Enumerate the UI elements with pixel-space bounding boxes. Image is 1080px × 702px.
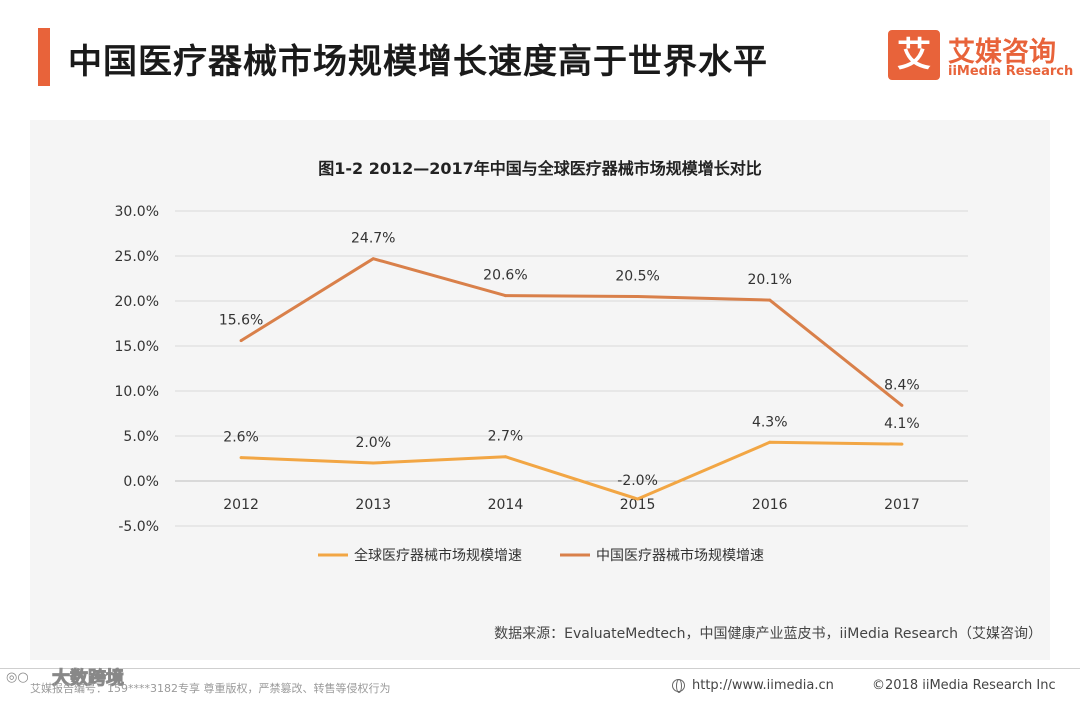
data-point <box>768 440 772 444</box>
y-tick-label: 0.0% <box>123 474 159 490</box>
data-label: 2.0% <box>355 435 391 451</box>
x-tick-label: 2013 <box>355 497 391 513</box>
data-point <box>636 295 640 298</box>
chart-panel <box>30 120 1050 660</box>
footer-report-id: 艾媒报告编号：159****3182专享 尊重版权，严禁篡改、转售等侵权行为 <box>30 682 391 695</box>
logo-english-name: iiMedia Research <box>948 64 1074 79</box>
data-point <box>239 456 243 460</box>
data-label: 24.7% <box>351 231 395 247</box>
data-point <box>900 403 904 407</box>
chart-title: 图1-2 2012—2017年中国与全球医疗器械市场规模增长对比 <box>318 159 762 178</box>
series-line <box>241 440 902 501</box>
data-source-note: 数据来源：EvaluateMedtech，中国健康产业蓝皮书，iiMedia R… <box>494 626 1042 642</box>
y-tick-label: -5.0% <box>118 519 159 535</box>
y-tick-label: 20.0% <box>115 294 159 310</box>
logo-mark-icon: 艾 <box>888 30 940 80</box>
data-point <box>503 455 507 459</box>
data-point <box>239 339 243 343</box>
data-label: 4.3% <box>752 414 788 430</box>
x-tick-label: 2016 <box>752 497 788 513</box>
data-label: -2.0% <box>617 473 658 489</box>
iimedia-logo: 艾 艾媒咨询 iiMedia Research <box>888 30 1073 82</box>
watermark-text: 大数跨境 <box>52 668 125 690</box>
y-tick-label: 10.0% <box>115 384 159 400</box>
data-label: 4.1% <box>884 416 920 432</box>
data-label: 2.7% <box>488 429 524 445</box>
footer-divider <box>0 668 1080 669</box>
y-tick-label: 15.0% <box>115 339 159 355</box>
data-label: 15.6% <box>219 313 263 329</box>
y-tick-label: 5.0% <box>123 429 159 445</box>
x-tick-label: 2012 <box>223 497 259 513</box>
page-title: 中国医疗器械市场规模增长速度高于世界水平 <box>68 42 768 82</box>
data-label: 8.4% <box>884 377 920 393</box>
footer-copyright: ©2018 iiMedia Research Inc <box>872 678 1056 693</box>
data-point <box>636 497 640 501</box>
data-point <box>371 461 375 465</box>
title-accent-bar <box>38 28 50 86</box>
y-tick-label: 30.0% <box>115 204 159 220</box>
y-tick-label: 25.0% <box>115 249 159 265</box>
footer-website-link[interactable]: http://www.iimedia.cn <box>692 678 834 693</box>
data-point <box>503 294 507 298</box>
series-line <box>240 257 903 407</box>
data-point <box>371 257 375 261</box>
legend-label: 中国医疗器械市场规模增速 <box>596 547 764 564</box>
data-point <box>768 298 772 302</box>
globe-icon <box>672 679 685 693</box>
data-label: 2.6% <box>223 430 259 446</box>
data-label: 20.1% <box>748 272 792 288</box>
watermark-logo-icon: ◎○ <box>6 670 29 685</box>
x-tick-label: 2014 <box>488 497 524 513</box>
legend-label: 全球医疗器械市场规模增速 <box>354 547 522 564</box>
x-tick-label: 2015 <box>620 497 656 513</box>
data-point <box>900 442 904 446</box>
data-label: 20.6% <box>483 268 527 284</box>
x-tick-label: 2017 <box>884 497 920 513</box>
data-label: 20.5% <box>615 269 659 285</box>
logo-chinese-name: 艾媒咨询 <box>948 37 1056 68</box>
